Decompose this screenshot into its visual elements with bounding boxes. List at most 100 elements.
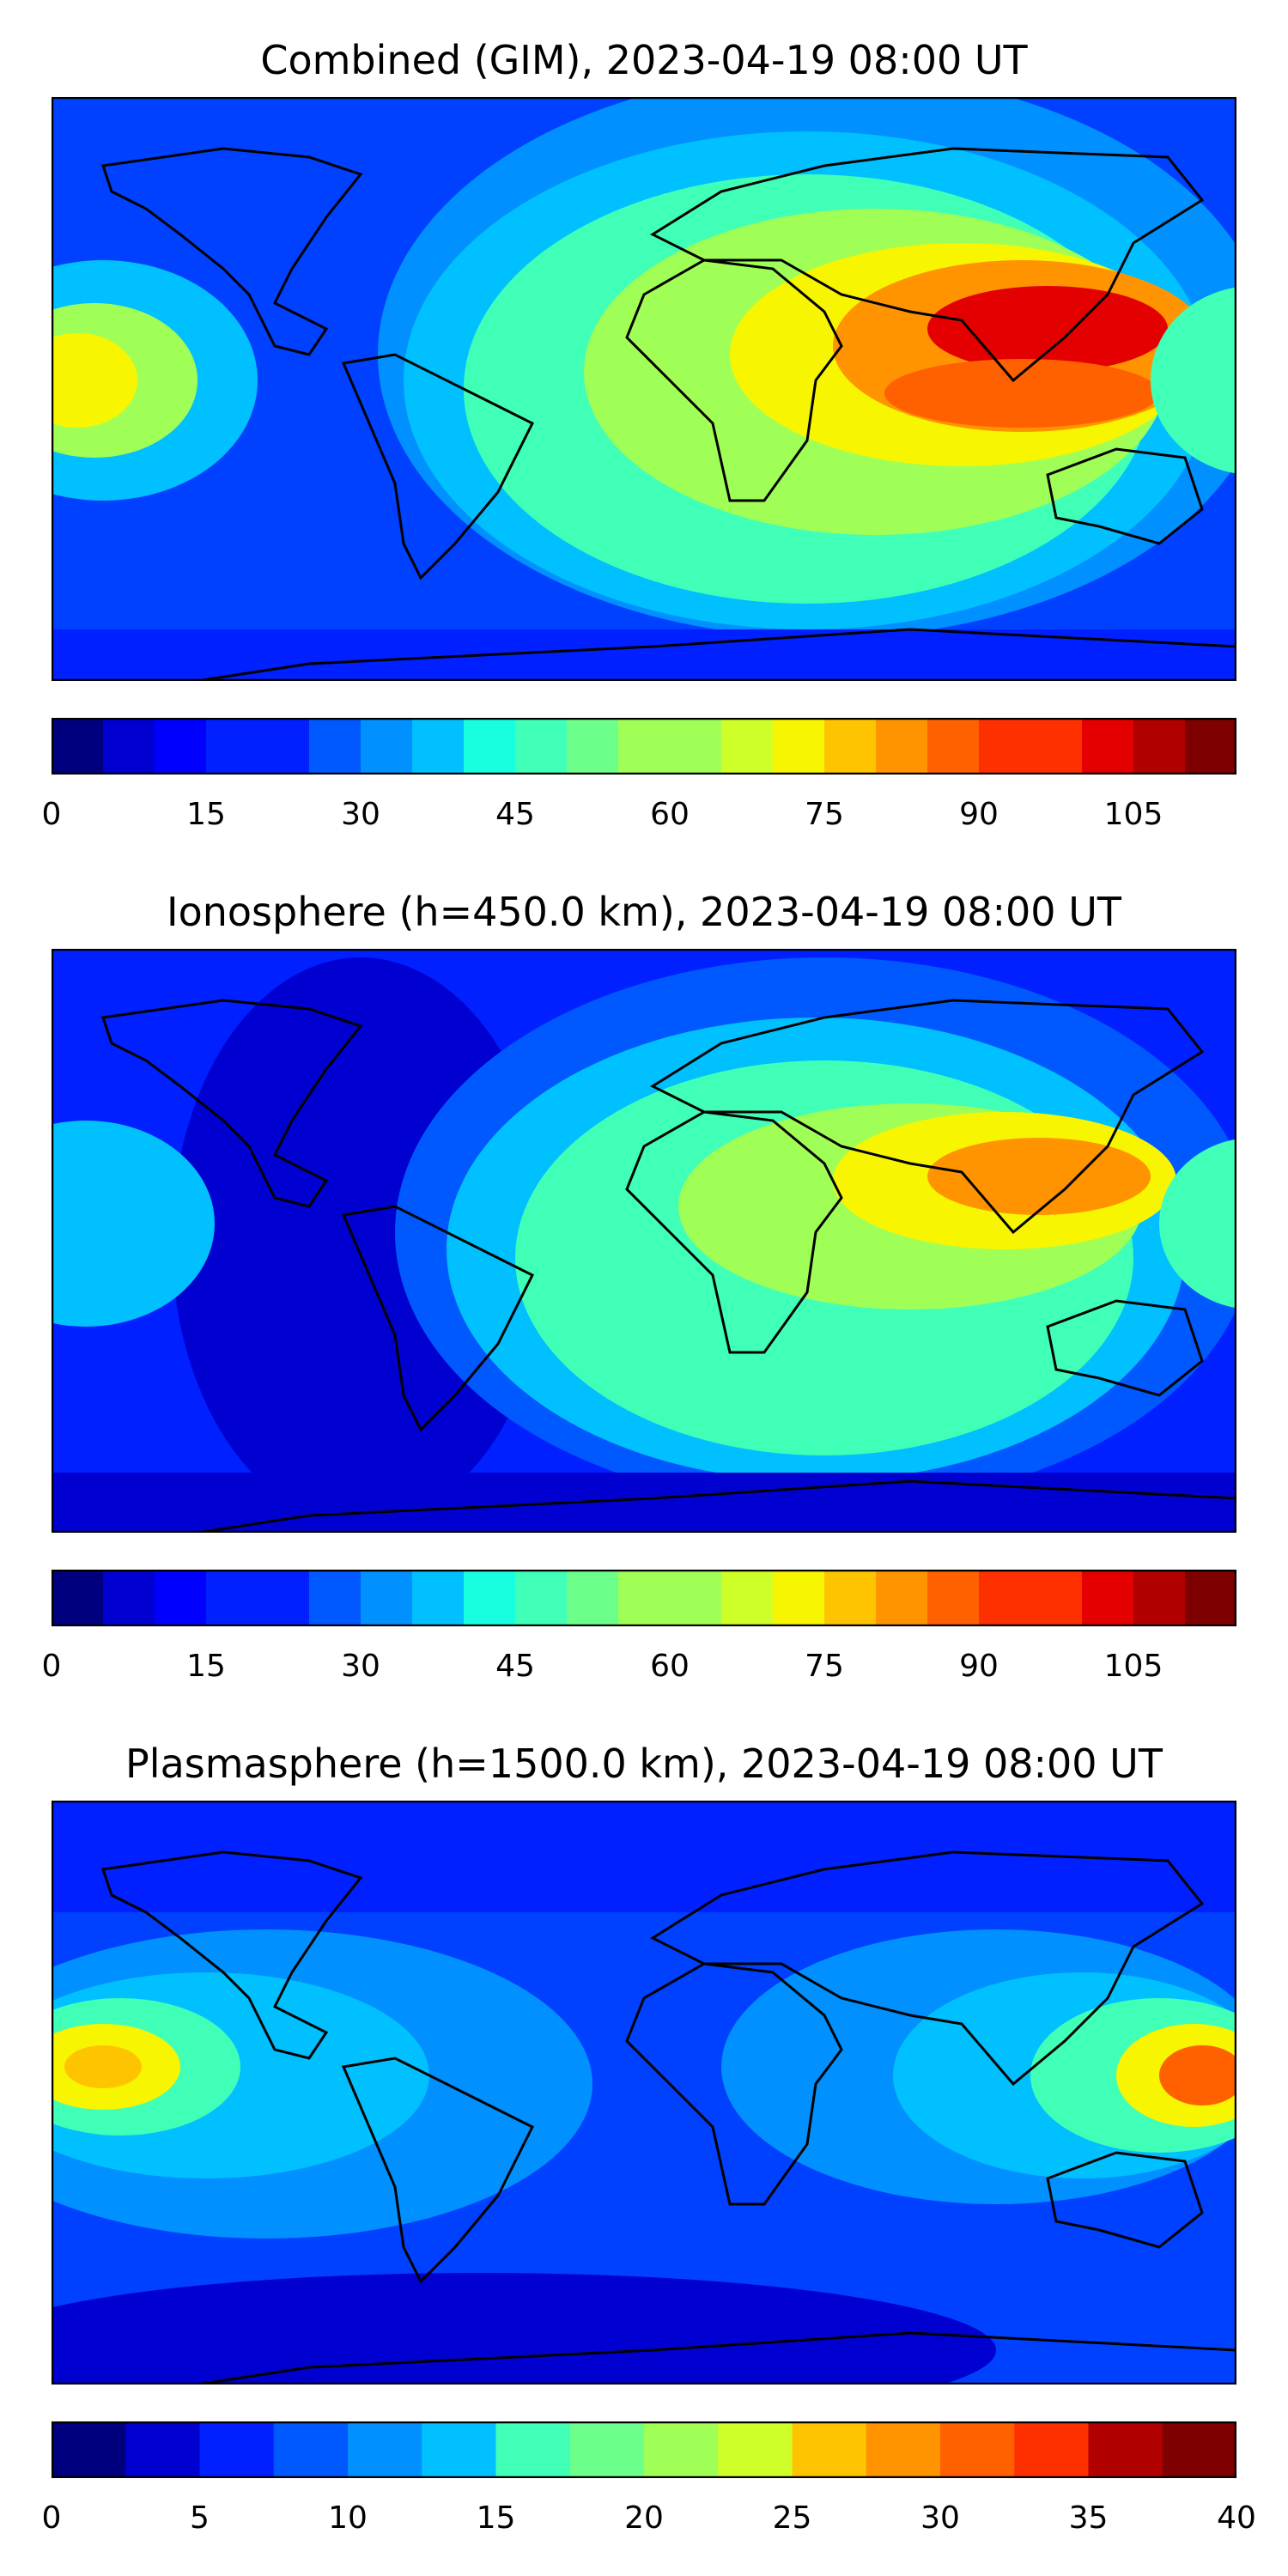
colorbar-bin <box>206 1570 258 1626</box>
colorbar-tick-label: 0 <box>41 2500 62 2536</box>
colorbar-bin <box>361 718 413 775</box>
colorbar-tick-label: 45 <box>495 797 535 832</box>
colorbar-bin <box>824 718 877 775</box>
colorbar-bin <box>773 718 825 775</box>
colorbar-bin <box>567 718 619 775</box>
colorbar-tick-label: 90 <box>959 797 999 832</box>
panel-3-tec-map <box>52 1801 1236 2385</box>
colorbar-tick-label: 40 <box>1217 2500 1256 2536</box>
colorbar-bin <box>940 2421 1015 2478</box>
colorbar-bin <box>515 1570 568 1626</box>
panel-1-colorbar-ticks: 0 15 30 45 60 75 90 105 <box>0 797 1288 840</box>
panel-1-colorbar <box>51 717 1237 775</box>
colorbar-bin <box>495 2421 571 2478</box>
colorbar-border <box>51 717 1237 775</box>
colorbar-bin <box>866 2421 941 2478</box>
colorbar-border <box>51 1569 1237 1627</box>
colorbar-bin <box>927 1570 980 1626</box>
panel-1-colorbar-svg <box>51 717 1237 775</box>
colorbar-bin <box>618 1570 671 1626</box>
panel-2-colorbar-ticks: 0 15 30 45 60 75 90 105 <box>0 1649 1288 1692</box>
colorbar-bin <box>1185 1570 1237 1626</box>
colorbar-tick-label: 75 <box>805 1649 844 1684</box>
colorbar-bin <box>348 2421 422 2478</box>
colorbar-tick-label: 60 <box>650 797 690 832</box>
colorbar-bin <box>569 2421 645 2478</box>
panel-2-tec-map <box>52 949 1236 1533</box>
panel-1-tec-map <box>52 97 1236 681</box>
panel-1-title: Combined (GIM), 2023-04-19 08:00 UT <box>260 37 1028 83</box>
colorbar-bin <box>125 2421 201 2478</box>
colorbar-tick-label: 20 <box>624 2500 664 2536</box>
colorbar-bin <box>824 1570 877 1626</box>
colorbar-tick-label: 5 <box>190 2500 210 2536</box>
colorbar-bin <box>361 1570 413 1626</box>
colorbar-tick-label: 0 <box>41 797 62 832</box>
panel-2-colorbar <box>51 1569 1237 1627</box>
colorbar-bin <box>792 2421 867 2478</box>
colorbar-tick-label: 10 <box>328 2500 368 2536</box>
colorbar-bin <box>1185 718 1237 775</box>
colorbar-bin <box>412 718 465 775</box>
colorbar-bin <box>718 2421 793 2478</box>
colorbar-bin <box>309 718 361 775</box>
panel-3-colorbar-svg <box>51 2421 1237 2479</box>
colorbar-bin <box>876 1570 928 1626</box>
panel-3-map <box>52 1801 1236 2385</box>
colorbar-bin <box>1088 2421 1163 2478</box>
colorbar-bin <box>721 718 774 775</box>
panel-3-colorbar <box>51 2421 1237 2479</box>
colorbar-bin <box>1030 718 1083 775</box>
colorbar-tick-label: 0 <box>41 1649 62 1684</box>
colorbar-bin <box>1014 2421 1090 2478</box>
colorbar-tick-label: 30 <box>341 1649 380 1684</box>
colorbar-bin <box>422 2421 497 2478</box>
colorbar-tick-label: 45 <box>495 1649 535 1684</box>
colorbar-bin <box>103 1570 155 1626</box>
colorbar-tick-label: 15 <box>186 797 226 832</box>
colorbar-tick-label: 30 <box>341 797 380 832</box>
colorbar-tick-label: 75 <box>805 797 844 832</box>
colorbar-bin <box>670 1570 722 1626</box>
colorbar-bin <box>52 1570 104 1626</box>
colorbar-bin <box>1133 1570 1186 1626</box>
colorbar-bin <box>309 1570 361 1626</box>
colorbar-bin <box>155 718 207 775</box>
colorbar-tick-label: 15 <box>186 1649 226 1684</box>
colorbar-bin <box>412 1570 465 1626</box>
colorbar-border <box>51 2421 1237 2479</box>
colorbar-bin <box>1082 718 1134 775</box>
colorbar-tick-label: 60 <box>650 1649 690 1684</box>
panel-2-colorbar-svg <box>51 1569 1237 1627</box>
colorbar-bin <box>1133 718 1186 775</box>
panel-3-title: Plasmasphere (h=1500.0 km), 2023-04-19 0… <box>125 1741 1163 1787</box>
colorbar-bin <box>258 1570 310 1626</box>
colorbar-bin <box>670 718 722 775</box>
colorbar-bin <box>258 718 310 775</box>
colorbar-bin <box>979 1570 1031 1626</box>
colorbar-bin <box>103 718 155 775</box>
colorbar-bin <box>206 718 258 775</box>
colorbar-bin <box>979 718 1031 775</box>
panel-2-map <box>52 949 1236 1533</box>
colorbar-bin <box>464 1570 516 1626</box>
colorbar-bin <box>618 718 671 775</box>
colorbar-bin <box>1030 1570 1083 1626</box>
colorbar-tick-label: 15 <box>476 2500 516 2536</box>
colorbar-tick-label: 105 <box>1103 797 1163 832</box>
colorbar-bin <box>273 2421 349 2478</box>
colorbar-bin <box>721 1570 774 1626</box>
colorbar-tick-label: 25 <box>772 2500 812 2536</box>
colorbar-bin <box>52 2421 126 2478</box>
colorbar-bin <box>1082 1570 1134 1626</box>
colorbar-bin <box>52 718 104 775</box>
colorbar-tick-label: 35 <box>1068 2500 1109 2536</box>
colorbar-tick-label: 90 <box>959 1649 999 1684</box>
colorbar-tick-label: 105 <box>1103 1649 1163 1684</box>
colorbar-tick-label: 30 <box>920 2500 960 2536</box>
colorbar-bin <box>155 1570 207 1626</box>
colorbar-bin <box>567 1570 619 1626</box>
colorbar-bin <box>199 2421 275 2478</box>
panel-3-colorbar-ticks: 0 5 10 15 20 25 30 35 40 <box>0 2500 1288 2543</box>
colorbar-bin <box>876 718 928 775</box>
